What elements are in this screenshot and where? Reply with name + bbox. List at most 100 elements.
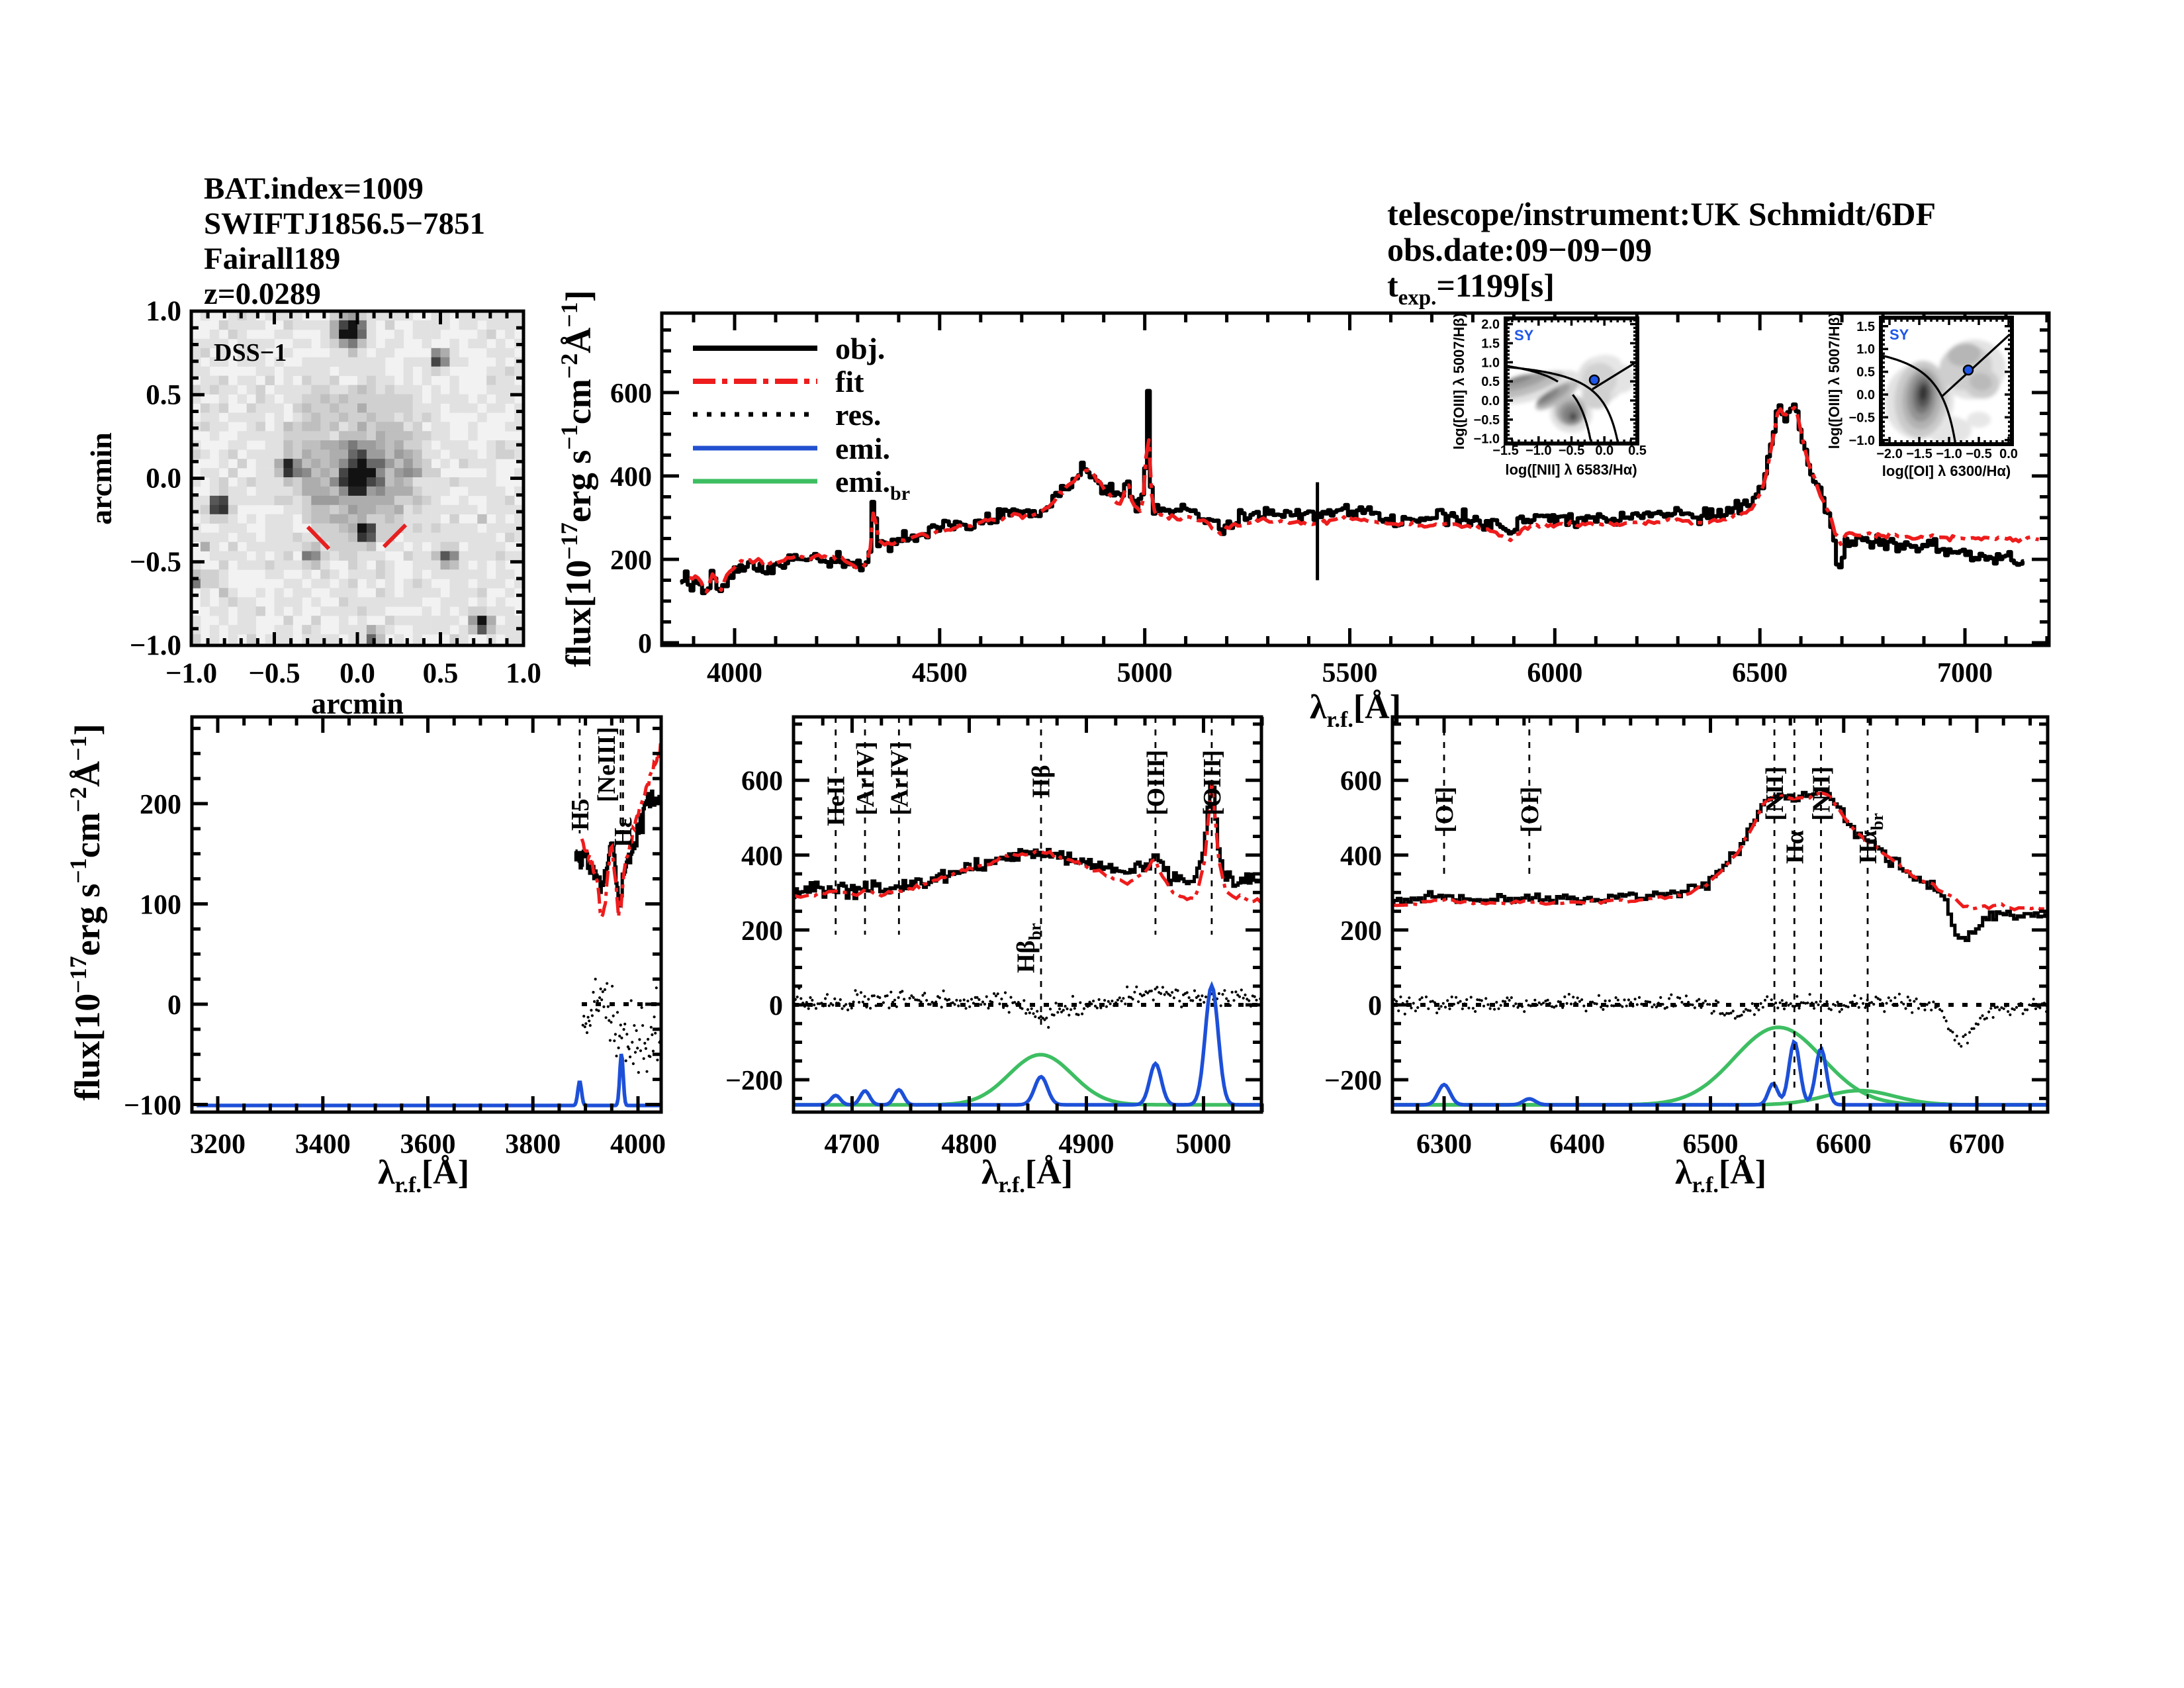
svg-text:λr.f.[Å]: λr.f.[Å] xyxy=(981,1154,1073,1197)
svg-text:−0.5: −0.5 xyxy=(248,658,300,689)
svg-text:log([OIII] λ 5007/Hβ): log([OIII] λ 5007/Hβ) xyxy=(1826,312,1843,449)
svg-text:200: 200 xyxy=(1340,916,1382,947)
svg-text:−0.5: −0.5 xyxy=(130,547,181,578)
svg-text:fit: fit xyxy=(835,365,864,399)
svg-text:DSS−1: DSS−1 xyxy=(214,339,287,367)
svg-text:log([OI] λ 6300/Hα): log([OI] λ 6300/Hα) xyxy=(1882,463,2011,479)
svg-text:1.0: 1.0 xyxy=(1481,355,1500,370)
svg-text:1.0: 1.0 xyxy=(146,296,181,327)
svg-text:6000: 6000 xyxy=(1527,658,1582,688)
svg-text:4800: 4800 xyxy=(942,1129,997,1160)
svg-text:4700: 4700 xyxy=(825,1129,880,1160)
svg-text:[NII]: [NII] xyxy=(1808,767,1836,821)
svg-text:emi.: emi. xyxy=(835,432,890,465)
svg-text:Fairall189: Fairall189 xyxy=(204,242,340,276)
svg-text:−1.0: −1.0 xyxy=(1525,444,1551,458)
svg-text:5000: 5000 xyxy=(1176,1129,1232,1160)
svg-text:−0.5: −0.5 xyxy=(1474,413,1500,428)
svg-text:3600: 3600 xyxy=(400,1129,456,1160)
svg-text:1.5: 1.5 xyxy=(1856,320,1875,334)
svg-text:[ArIV]: [ArIV] xyxy=(852,741,880,816)
svg-text:0: 0 xyxy=(167,990,181,1021)
svg-text:λr.f.[Å]: λr.f.[Å] xyxy=(378,1154,469,1197)
svg-text:[NeIII]: [NeIII] xyxy=(593,727,621,802)
svg-text:Hε: Hε xyxy=(610,817,637,847)
svg-text:H5: H5 xyxy=(567,798,594,831)
svg-text:−0.5: −0.5 xyxy=(1559,444,1584,458)
svg-text:0: 0 xyxy=(769,991,783,1021)
svg-text:flux[10−17erg s−1cm−2Å−1]: flux[10−17erg s−1cm−2Å−1] xyxy=(556,290,598,667)
svg-text:6600: 6600 xyxy=(1816,1129,1872,1160)
svg-text:telescope/instrument:UK Schmid: telescope/instrument:UK Schmidt/6DF xyxy=(1387,195,1936,232)
svg-text:−1.0: −1.0 xyxy=(130,630,181,661)
svg-text:obj.: obj. xyxy=(835,332,885,365)
svg-text:−200: −200 xyxy=(1324,1066,1382,1096)
svg-text:600: 600 xyxy=(741,767,783,797)
svg-text:HeII: HeII xyxy=(823,776,850,826)
svg-text:[OIII]: [OIII] xyxy=(1142,750,1170,816)
svg-text:6500: 6500 xyxy=(1683,1129,1739,1160)
svg-text:−1.0: −1.0 xyxy=(1936,447,1962,461)
svg-text:[NII]: [NII] xyxy=(1761,767,1789,821)
svg-text:−0.5: −0.5 xyxy=(1849,410,1875,425)
svg-text:6300: 6300 xyxy=(1416,1129,1472,1160)
svg-text:[OI]: [OI] xyxy=(1431,786,1459,833)
svg-text:−1.5: −1.5 xyxy=(1906,447,1932,461)
svg-text:3800: 3800 xyxy=(505,1129,561,1160)
svg-text:arcmin: arcmin xyxy=(311,686,404,720)
svg-text:0.0: 0.0 xyxy=(1595,444,1614,458)
svg-text:−100: −100 xyxy=(124,1091,181,1121)
svg-text:[OIII]: [OIII] xyxy=(1199,750,1226,816)
svg-text:4000: 4000 xyxy=(610,1129,666,1160)
svg-text:0: 0 xyxy=(1368,991,1382,1021)
svg-text:−1.0: −1.0 xyxy=(1849,434,1875,448)
svg-text:1.5: 1.5 xyxy=(1481,336,1500,351)
svg-text:−2.0: −2.0 xyxy=(1876,447,1902,461)
svg-text:0: 0 xyxy=(638,629,652,659)
svg-text:[ArIV]: [ArIV] xyxy=(886,741,913,816)
svg-text:6700: 6700 xyxy=(1949,1129,2005,1160)
svg-text:0.5: 0.5 xyxy=(1856,365,1875,380)
svg-text:Hα: Hα xyxy=(1781,830,1809,864)
svg-text:[OI]: [OI] xyxy=(1516,786,1544,833)
svg-text:SY: SY xyxy=(1889,326,1909,343)
svg-text:0.0: 0.0 xyxy=(1856,388,1875,402)
svg-text:2.0: 2.0 xyxy=(1481,318,1500,332)
svg-text:z=0.0289: z=0.0289 xyxy=(204,277,321,311)
svg-text:0.5: 0.5 xyxy=(146,379,181,410)
svg-text:7000: 7000 xyxy=(1937,658,1993,688)
svg-text:log([NII] λ 6583/Hα): log([NII] λ 6583/Hα) xyxy=(1505,461,1637,478)
svg-text:res.: res. xyxy=(835,398,881,432)
svg-text:0.5: 0.5 xyxy=(423,658,459,689)
svg-text:400: 400 xyxy=(741,841,783,872)
svg-text:0.5: 0.5 xyxy=(1481,375,1500,389)
svg-text:5500: 5500 xyxy=(1322,658,1378,688)
svg-text:1.0: 1.0 xyxy=(1856,342,1875,357)
svg-text:Hβ: Hβ xyxy=(1027,765,1055,798)
svg-text:SWIFTJ1856.5−7851: SWIFTJ1856.5−7851 xyxy=(204,207,485,241)
svg-text:200: 200 xyxy=(140,790,181,820)
svg-text:SY: SY xyxy=(1514,327,1534,344)
svg-text:3200: 3200 xyxy=(190,1129,246,1160)
svg-text:4500: 4500 xyxy=(912,658,968,688)
svg-text:obs.date:09−09−09: obs.date:09−09−09 xyxy=(1387,231,1652,268)
svg-text:0.0: 0.0 xyxy=(340,658,375,689)
svg-text:flux[10−17erg s−1cm−2Å−1]: flux[10−17erg s−1cm−2Å−1] xyxy=(65,724,107,1100)
svg-text:−1.5: −1.5 xyxy=(1492,444,1518,458)
svg-text:texp.=1199[s]: texp.=1199[s] xyxy=(1387,267,1555,310)
svg-text:0.0: 0.0 xyxy=(1999,447,2018,461)
svg-text:0.0: 0.0 xyxy=(146,463,181,494)
svg-text:BAT.index=1009: BAT.index=1009 xyxy=(204,171,424,206)
svg-text:6400: 6400 xyxy=(1549,1129,1605,1160)
svg-text:−0.5: −0.5 xyxy=(1966,447,1991,461)
svg-text:400: 400 xyxy=(610,462,652,492)
svg-text:100: 100 xyxy=(140,890,181,921)
svg-text:4000: 4000 xyxy=(707,658,762,688)
svg-text:1.0: 1.0 xyxy=(506,658,541,689)
svg-text:4900: 4900 xyxy=(1059,1129,1115,1160)
svg-text:arcmin: arcmin xyxy=(84,432,118,525)
svg-text:λr.f.[Å]: λr.f.[Å] xyxy=(1310,688,1401,732)
svg-text:600: 600 xyxy=(1340,767,1382,797)
svg-text:200: 200 xyxy=(741,916,783,947)
svg-text:−200: −200 xyxy=(725,1066,783,1096)
